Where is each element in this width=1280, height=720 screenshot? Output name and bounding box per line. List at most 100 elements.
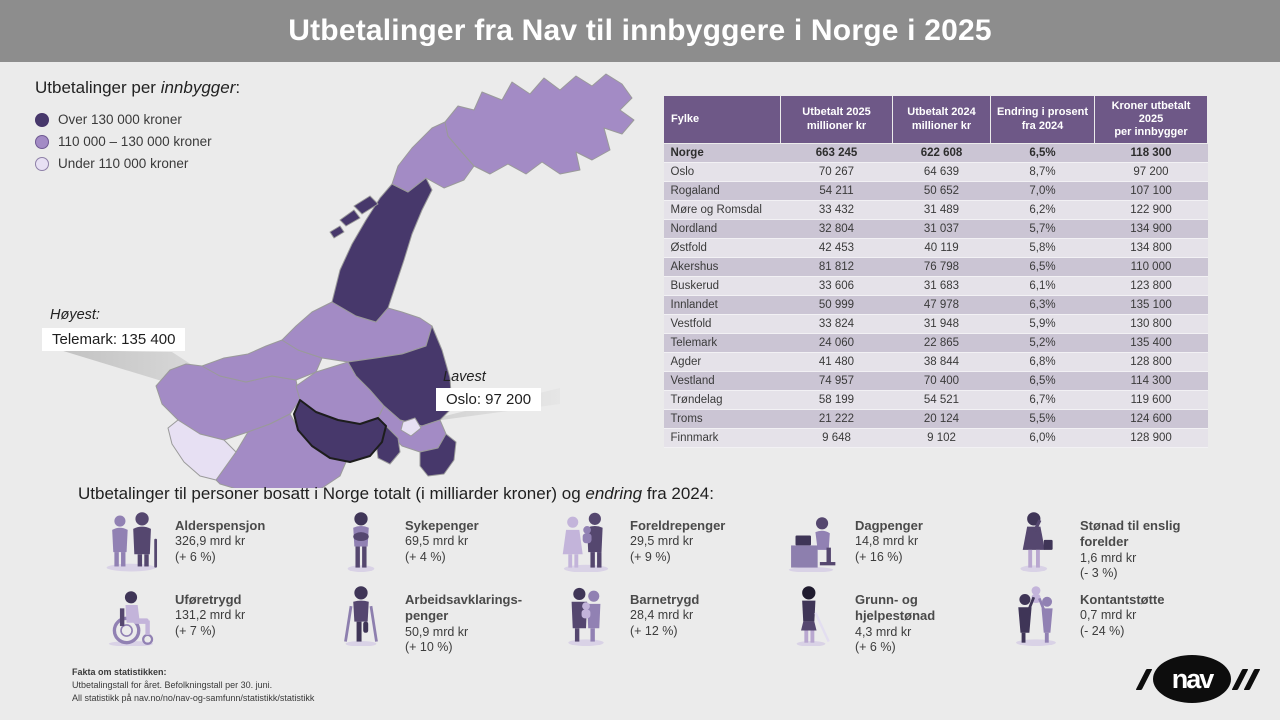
table-cell-endring: 6,8% (990, 352, 1095, 372)
legend-label: 110 000 – 130 000 kroner (58, 134, 212, 149)
legend-label: Under 110 000 kroner (58, 156, 189, 171)
map-region-lofoten-1 (353, 195, 379, 215)
page-title: Utbetalinger fra Nav til innbyggere i No… (288, 14, 992, 47)
table-cell-endring: 6,3% (990, 295, 1095, 315)
table-cell-per: 119 600 (1094, 390, 1208, 410)
table-cell-u2024: 31 948 (892, 314, 991, 334)
table-cell-endring: 7,0% (990, 181, 1095, 201)
table-cell-per: 135 400 (1094, 333, 1208, 353)
legend-swatch-medium-icon (35, 134, 49, 149)
table-cell-fylke: Innlandet (663, 295, 781, 315)
sick-person-icon (347, 512, 375, 572)
benefit-change: (- 24 %) (1080, 623, 1125, 638)
benefit-dagpenger: Dagpenger 14,8 mrd kr (+ 16 %) (775, 510, 1000, 584)
wheelchair-user-icon (108, 591, 154, 646)
legend-title: Utbetalinger per innbygger: (35, 78, 241, 97)
table-cell-u2024: 38 844 (892, 352, 991, 372)
table-cell-u2025: 50 999 (780, 295, 893, 315)
table-cell-per: 122 900 (1094, 200, 1208, 220)
map-legend: Utbetalinger per innbygger: Over 130 000… (35, 78, 240, 178)
table-cell-endring: 5,9% (990, 314, 1095, 334)
benefit-amount: 131,2 mrd kr (175, 608, 246, 623)
benefit-change: (+ 6 %) (855, 640, 896, 655)
benefit-name: Arbeidsavklarings- penger (405, 592, 523, 624)
table-cell-endring: 6,2% (990, 200, 1095, 220)
table-cell-per: 97 200 (1094, 162, 1208, 182)
table-cell-per: 128 800 (1094, 352, 1208, 372)
fylke-table: Fylke Utbetalt 2025 millioner kr Utbetal… (663, 95, 1208, 448)
benefit-amount: 4,3 mrd kr (855, 624, 912, 639)
table-row: Norge 663 245 622 608 6,5% 118 300 (663, 143, 1208, 163)
legend-item-over-130000: Over 130 000 kroner (35, 112, 240, 127)
table-cell-fylke: Troms (663, 409, 781, 429)
nav-logo-text: nav (1171, 663, 1215, 694)
table-cell-u2024: 70 400 (892, 371, 991, 391)
table-cell-u2025: 32 804 (780, 219, 893, 239)
benefit-name: Kontantstøtte (1080, 592, 1165, 607)
table-cell-u2024: 31 683 (892, 276, 991, 296)
table-cell-per: 110 000 (1094, 257, 1208, 277)
benefit-name: Grunn- og hjelpestønad (855, 592, 936, 624)
table-cell-fylke: Norge (663, 143, 781, 163)
table-cell-per: 124 600 (1094, 409, 1208, 429)
table-cell-per: 107 100 (1094, 181, 1208, 201)
benefit-amount: 326,9 mrd kr (175, 534, 246, 549)
table-row: Trøndelag 58 199 54 521 6,7% 119 600 (663, 390, 1208, 410)
legend-swatch-dark-icon (35, 112, 49, 127)
benefit-change: (+ 6 %) (175, 549, 216, 564)
table-cell-u2025: 663 245 (780, 143, 893, 163)
facts-title: Fakta om statistikken: (72, 667, 167, 677)
table-cell-fylke: Møre og Romsdal (663, 200, 781, 220)
table-cell-u2025: 58 199 (780, 390, 893, 410)
table-row: Buskerud 33 606 31 683 6,1% 123 800 (663, 276, 1208, 296)
table-cell-per: 134 900 (1094, 219, 1208, 239)
table-row: Østfold 42 453 40 119 5,8% 134 800 (663, 238, 1208, 258)
family-with-baby-icon (568, 587, 604, 646)
table-cell-u2025: 33 606 (780, 276, 893, 296)
col-header-endring: Endring i prosent fra 2024 (990, 95, 1095, 144)
benefit-amount: 28,4 mrd kr (630, 608, 694, 623)
benefit-kontantstotte: Kontantstøtte 0,7 mrd kr (- 24 %) (1000, 584, 1245, 658)
benefit-change: (+ 7 %) (175, 623, 216, 638)
table-cell-u2024: 31 489 (892, 200, 991, 220)
table-cell-endring: 6,0% (990, 428, 1095, 448)
map-region-ostfold (419, 433, 457, 477)
table-cell-endring: 5,5% (990, 409, 1095, 429)
table-row: Møre og Romsdal 33 432 31 489 6,2% 122 900 (663, 200, 1208, 220)
person-with-cane-icon (796, 586, 830, 646)
table-row: Vestfold 33 824 31 948 5,9% 130 800 (663, 314, 1208, 334)
table-cell-u2025: 41 480 (780, 352, 893, 372)
table-cell-endring: 8,7% (990, 162, 1095, 182)
table-cell-endring: 6,5% (990, 371, 1095, 391)
table-cell-per: 123 800 (1094, 276, 1208, 296)
benefit-alderspensjon: Alderspensjon 326,9 mrd kr (+ 6 %) (95, 510, 325, 584)
lowest-annotation-label: Lavest (443, 369, 486, 385)
table-cell-u2025: 74 957 (780, 371, 893, 391)
table-cell-u2024: 40 119 (892, 238, 991, 258)
benefit-barnetrygd: Barnetrygd 28,4 mrd kr (+ 12 %) (550, 584, 775, 658)
benefit-grunn-og-hjelpestonad: Grunn- og hjelpestønad 4,3 mrd kr (+ 6 %) (775, 584, 1000, 658)
benefits-heading: Utbetalinger til personer bosatt i Norge… (78, 484, 714, 503)
table-row: Vestland 74 957 70 400 6,5% 114 300 (663, 371, 1208, 391)
highest-annotation-value: Telemark: 135 400 (42, 328, 186, 351)
norway-map-svg (155, 73, 635, 497)
table-cell-u2024: 622 608 (892, 143, 991, 163)
benefit-amount: 69,5 mrd kr (405, 534, 469, 549)
table-cell-u2024: 54 521 (892, 390, 991, 410)
table-cell-per: 134 800 (1094, 238, 1208, 258)
nav-logo-ellipse: nav (1153, 655, 1231, 703)
benefit-uforetrygd: Uføretrygd 131,2 mrd kr (+ 7 %) (95, 584, 325, 658)
map-region-lofoten-2 (339, 209, 361, 227)
table-cell-endring: 6,5% (990, 143, 1095, 163)
header-band: Utbetalinger fra Nav til innbyggere i No… (0, 0, 1280, 62)
benefit-sykepenger: Sykepenger 69,5 mrd kr (+ 4 %) (325, 510, 550, 584)
table-cell-fylke: Østfold (663, 238, 781, 258)
table-cell-u2024: 22 865 (892, 333, 991, 353)
table-row: Finnmark 9 648 9 102 6,0% 128 900 (663, 428, 1208, 448)
table-cell-fylke: Trøndelag (663, 390, 781, 410)
table-cell-fylke: Nordland (663, 219, 781, 239)
benefit-amount: 29,5 mrd kr (630, 534, 694, 549)
table-cell-endring: 5,2% (990, 333, 1095, 353)
map-region-finnmark (444, 73, 635, 175)
